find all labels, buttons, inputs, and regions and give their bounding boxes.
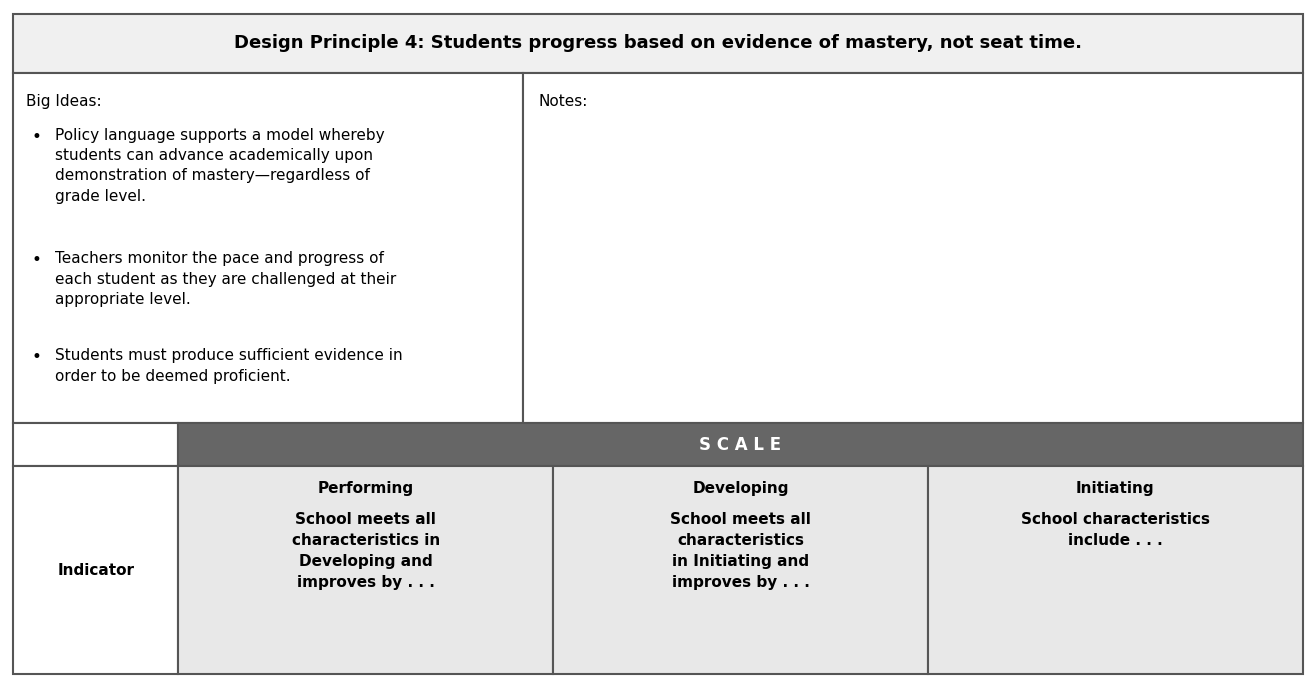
Text: School meets all
characteristics
in Initiating and
improves by . . .: School meets all characteristics in Init… [670,512,811,590]
Text: •: • [32,127,42,146]
Text: •: • [32,251,42,270]
Text: Notes:: Notes: [538,93,588,108]
FancyBboxPatch shape [553,466,928,674]
FancyBboxPatch shape [178,423,1303,466]
FancyBboxPatch shape [13,14,1303,73]
FancyBboxPatch shape [13,466,178,674]
Text: S C A L E: S C A L E [700,436,782,454]
FancyBboxPatch shape [178,466,553,674]
Text: •: • [32,348,42,366]
Text: Performing: Performing [317,481,413,496]
Text: Students must produce sufficient evidence in
order to be deemed proficient.: Students must produce sufficient evidenc… [55,348,403,383]
Text: Big Ideas:: Big Ideas: [26,93,101,108]
FancyBboxPatch shape [522,73,1303,423]
Text: Developing: Developing [692,481,788,496]
Text: Initiating: Initiating [1076,481,1154,496]
Text: Design Principle 4: Students progress based on evidence of mastery, not seat tim: Design Principle 4: Students progress ba… [234,34,1082,52]
Text: School characteristics
include . . .: School characteristics include . . . [1021,512,1209,548]
Text: School meets all
characteristics in
Developing and
improves by . . .: School meets all characteristics in Deve… [292,512,440,590]
FancyBboxPatch shape [13,423,178,466]
FancyBboxPatch shape [928,466,1303,674]
Text: Teachers monitor the pace and progress of
each student as they are challenged at: Teachers monitor the pace and progress o… [55,251,396,307]
FancyBboxPatch shape [13,73,522,423]
Text: Policy language supports a model whereby
students can advance academically upon
: Policy language supports a model whereby… [55,127,384,204]
Text: Indicator: Indicator [57,563,134,577]
